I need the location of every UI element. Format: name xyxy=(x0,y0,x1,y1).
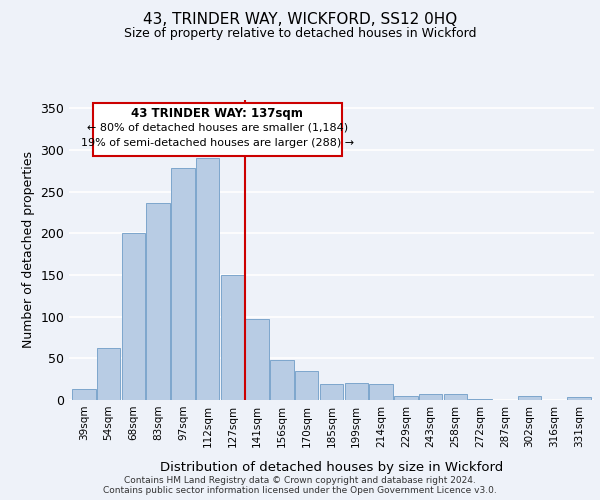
Bar xyxy=(245,319,269,400)
Bar xyxy=(344,384,368,400)
Y-axis label: Number of detached properties: Number of detached properties xyxy=(22,152,35,348)
Text: ← 80% of detached houses are smaller (1,184): ← 80% of detached houses are smaller (1,… xyxy=(87,122,348,132)
Text: 43, TRINDER WAY, WICKFORD, SS12 0HQ: 43, TRINDER WAY, WICKFORD, SS12 0HQ xyxy=(143,12,457,28)
Bar xyxy=(72,389,95,400)
FancyBboxPatch shape xyxy=(92,103,342,156)
Text: Contains public sector information licensed under the Open Government Licence v3: Contains public sector information licen… xyxy=(103,486,497,495)
Bar xyxy=(196,158,220,400)
Bar xyxy=(469,399,492,400)
Text: Contains HM Land Registry data © Crown copyright and database right 2024.: Contains HM Land Registry data © Crown c… xyxy=(124,476,476,485)
Text: Size of property relative to detached houses in Wickford: Size of property relative to detached ho… xyxy=(124,28,476,40)
Bar xyxy=(122,234,145,400)
Bar xyxy=(146,202,170,400)
Bar xyxy=(419,394,442,400)
Bar xyxy=(270,360,294,400)
Bar xyxy=(518,396,541,400)
Bar xyxy=(295,371,319,400)
Bar xyxy=(320,384,343,400)
Bar xyxy=(221,275,244,400)
Bar xyxy=(394,396,418,400)
Text: 43 TRINDER WAY: 137sqm: 43 TRINDER WAY: 137sqm xyxy=(131,108,303,120)
Bar xyxy=(97,348,121,400)
Bar xyxy=(171,168,194,400)
Bar xyxy=(568,396,591,400)
X-axis label: Distribution of detached houses by size in Wickford: Distribution of detached houses by size … xyxy=(160,461,503,474)
Bar xyxy=(443,394,467,400)
Bar xyxy=(369,384,393,400)
Text: 19% of semi-detached houses are larger (288) →: 19% of semi-detached houses are larger (… xyxy=(81,138,354,147)
